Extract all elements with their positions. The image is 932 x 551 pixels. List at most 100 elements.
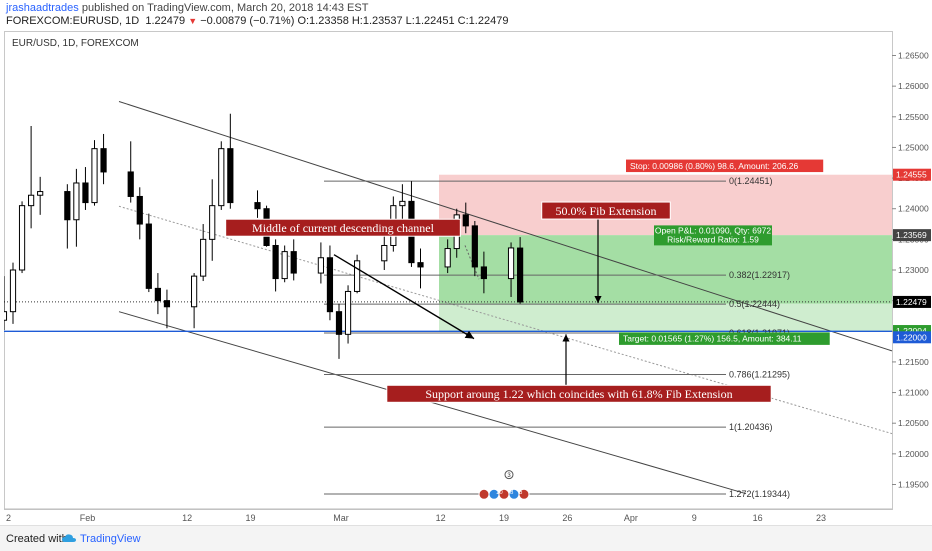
price-label-bg <box>893 168 931 181</box>
candle-down <box>254 202 261 210</box>
y-tick-label: 1.26500 <box>898 51 929 61</box>
price-label-text: 1.24555 <box>896 170 927 180</box>
chart-title: EUR/USD, 1D, FOREXCOM <box>12 38 139 49</box>
candle-down <box>335 311 343 335</box>
x-tick-label: 2 <box>6 513 11 523</box>
event-flag-icon <box>478 488 490 500</box>
header-bar: jrashaadtrades published on TradingView.… <box>0 0 932 30</box>
publish-line: jrashaadtrades published on TradingView.… <box>6 2 368 14</box>
candle-up <box>91 148 98 204</box>
annotation-fib50-box <box>541 201 671 220</box>
candle-up <box>73 182 80 221</box>
stop-label-bg <box>626 159 824 173</box>
candle-up <box>399 200 406 207</box>
candle-up <box>28 194 35 207</box>
x-tick-label: Feb <box>80 513 96 523</box>
fib-label: 0.786(1.21295) <box>729 369 790 379</box>
chart-area[interactable]: 1.265001.260001.255001.250001.245001.240… <box>4 31 931 523</box>
candle-up <box>381 244 388 262</box>
price-label-text: 1.23569 <box>896 230 927 240</box>
event-marker-icon <box>504 470 514 480</box>
candle-down <box>227 148 234 204</box>
fib-label: 0.5(1.22444) <box>729 299 780 309</box>
tradingview-link[interactable]: TradingView <box>80 533 141 545</box>
annotation-channel-box <box>225 218 461 237</box>
candle-up <box>191 275 198 308</box>
candle-up <box>4 311 8 321</box>
profit-zone <box>439 235 892 304</box>
candle-up <box>281 251 288 280</box>
y-tick-label: 1.23000 <box>898 265 929 275</box>
symbol-line: FOREXCOM:EURUSD, 1D 1.22479 ▼ −0.00879 (… <box>6 15 508 27</box>
x-tick-label: 16 <box>753 513 763 523</box>
channel-arrow <box>333 254 475 340</box>
pnl-label-bg <box>654 225 772 246</box>
x-tick-label: 9 <box>692 513 697 523</box>
y-tick-label: 1.21500 <box>898 357 929 367</box>
price-label-text: 1.22479 <box>896 297 927 307</box>
stop-label-text: Stop: 0.00986 (0.80%) 98.6, Amount: 206.… <box>630 161 799 171</box>
symbol-name: FOREXCOM:EURUSD, 1D <box>6 15 140 27</box>
footer-bar: Created with TradingView <box>0 525 932 551</box>
publish-info: published on TradingView.com, March 20, … <box>81 2 369 14</box>
price-label-text: 1.22004 <box>896 326 927 336</box>
candle-up <box>354 260 361 292</box>
candle-up <box>317 257 324 274</box>
candle-down <box>136 195 143 225</box>
y-tick-label: 1.20000 <box>898 449 929 459</box>
x-tick-label: 12 <box>182 513 192 523</box>
annotation-support-box <box>386 384 772 403</box>
candle-down <box>82 182 89 204</box>
candle-down <box>471 225 478 268</box>
candle-down <box>462 214 469 227</box>
down-arrow-icon: ▼ <box>188 16 198 26</box>
candle-down <box>154 287 161 302</box>
fib-label: 1(1.20436) <box>729 422 773 432</box>
event-marker-count: 3 <box>507 473 511 479</box>
annotation-fib50-text: 50.0% Fib Extension <box>556 204 657 218</box>
x-tick-label: 19 <box>499 513 509 523</box>
candle-up <box>344 290 352 335</box>
candle-down <box>326 257 334 313</box>
y-tick-label: 1.19500 <box>898 479 929 489</box>
x-tick-label: Apr <box>624 513 638 523</box>
tradingview-cloud-icon <box>62 534 76 542</box>
event-count-a: 10 <box>496 490 503 496</box>
ohlc-values: O:1.23358 H:1.23537 L:1.22451 C:1.22479 <box>297 15 509 27</box>
created-with-text: Created with <box>6 533 68 545</box>
x-tick-label: 23 <box>816 513 826 523</box>
price-label-bg <box>893 295 931 308</box>
pnl-label-text: Open P&L: 0.01090, Qty: 6972 <box>655 225 772 235</box>
price-chart[interactable]: 1.265001.260001.255001.250001.245001.240… <box>4 31 932 525</box>
candle-down <box>290 251 297 274</box>
target-label-text: Target: 0.01565 (1.27%) 156.5, Amount: 3… <box>623 334 802 344</box>
y-tick-label: 1.24000 <box>898 204 929 214</box>
target-label-bg <box>619 332 830 345</box>
candle-up <box>18 205 26 271</box>
author-link[interactable]: jrashaadtrades <box>6 2 79 14</box>
candle-up <box>200 238 207 277</box>
price-label-bg <box>893 331 931 344</box>
candle-up <box>37 191 44 196</box>
annotation-support-text: Support aroung 1.22 which coincides with… <box>425 387 732 401</box>
x-tick-label: Mar <box>333 513 349 523</box>
channel-upper-line <box>118 100 893 352</box>
fib-label: 1.272(1.19344) <box>729 489 790 499</box>
fib-label: 0.382(1.22917) <box>729 270 790 280</box>
y-tick-label: 1.25500 <box>898 112 929 122</box>
candle-down <box>163 300 171 308</box>
last-price: 1.22479 <box>145 15 186 27</box>
event-count-b: 8 <box>510 490 514 496</box>
candle-down <box>100 148 107 173</box>
candle-up <box>507 247 515 280</box>
candle-down <box>480 266 487 280</box>
event-flag-icon <box>518 488 530 500</box>
candle-down <box>127 171 134 197</box>
fib-label: 0(1.24451) <box>729 176 773 186</box>
price-change: −0.00879 (−0.71%) <box>200 15 295 27</box>
candle-up <box>444 248 451 268</box>
candle-down <box>145 223 152 289</box>
annotation-channel-text: Middle of current descending channel <box>252 221 435 235</box>
candle-down <box>272 244 279 280</box>
rr-label-text: Risk/Reward Ratio: 1.59 <box>667 234 759 244</box>
